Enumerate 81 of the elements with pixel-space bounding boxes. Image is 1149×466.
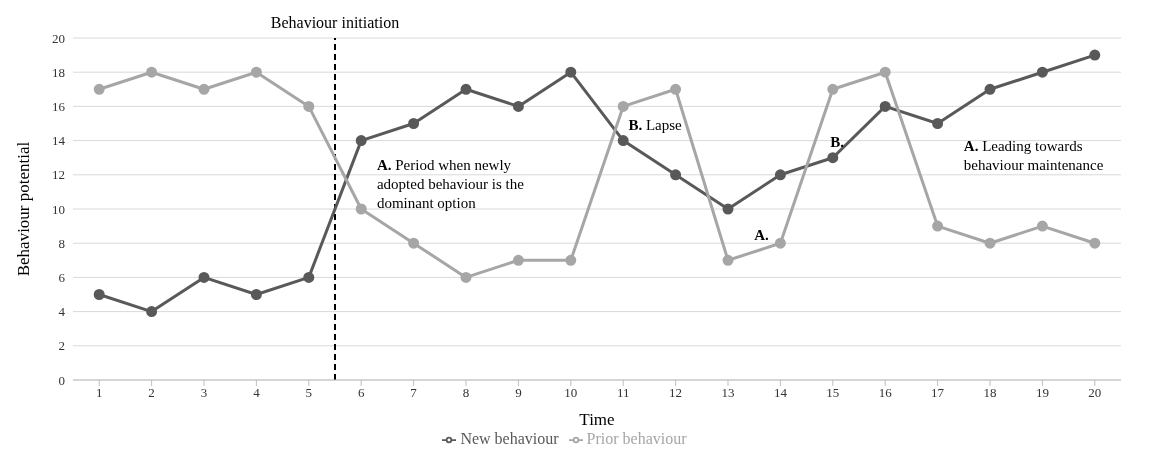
annotation: B. Lapse — [628, 117, 683, 134]
point — [408, 118, 420, 129]
point — [512, 100, 524, 112]
point — [984, 83, 996, 95]
y-tick-label: 20 — [52, 30, 65, 46]
x-tick-label: 9 — [515, 385, 522, 401]
y-tick-label: 10 — [52, 201, 65, 217]
x-tick-label: 8 — [462, 385, 470, 401]
point — [512, 254, 524, 266]
point — [303, 100, 315, 112]
y-axis-title: Behaviour potential — [14, 141, 34, 277]
x-tick-label: 18 — [983, 385, 997, 401]
y-tick-label: 16 — [52, 99, 66, 115]
x-tick-label: 5 — [305, 385, 313, 401]
annotation: B. — [830, 134, 845, 151]
point — [1036, 220, 1048, 232]
x-tick-label: 1 — [95, 385, 103, 401]
point — [408, 237, 420, 249]
x-tick-label: 19 — [1035, 385, 1049, 401]
x-tick-label: 10 — [564, 385, 578, 401]
y-tick-label: 8 — [58, 235, 65, 251]
x-tick-label: 15 — [826, 385, 840, 401]
point — [774, 169, 786, 181]
point — [670, 83, 682, 95]
point — [198, 83, 210, 95]
y-tick-label: 2 — [58, 338, 65, 354]
x-axis-title: Time — [579, 410, 615, 429]
point — [303, 271, 315, 283]
point — [617, 100, 629, 112]
point — [827, 83, 839, 95]
x-tick-label: 16 — [878, 385, 893, 401]
point — [1089, 49, 1101, 61]
point — [617, 135, 629, 147]
legend-label: Prior behaviour — [586, 430, 687, 447]
point — [722, 203, 734, 215]
x-tick-label: 13 — [721, 385, 735, 401]
point — [984, 237, 996, 249]
point — [1036, 66, 1048, 78]
point — [198, 271, 210, 283]
x-tick-label: 12 — [669, 385, 683, 401]
annotation: A. Period when newly adopted behaviour is the dominant option — [376, 156, 525, 211]
x-tick-label: 11 — [616, 385, 630, 401]
point — [827, 152, 839, 164]
x-tick-label: 4 — [253, 385, 261, 401]
y-tick-label: 0 — [58, 372, 65, 388]
point — [774, 237, 786, 249]
point — [355, 135, 367, 147]
point — [932, 118, 944, 129]
point — [1089, 237, 1101, 249]
x-tick-label: 7 — [410, 385, 418, 401]
point — [146, 306, 158, 318]
annotation: A. Leading towards behaviour maintenance — [963, 137, 1104, 173]
y-tick-label: 6 — [58, 270, 66, 286]
point — [460, 271, 472, 283]
x-tick-label: 6 — [357, 385, 365, 401]
point — [565, 254, 577, 266]
x-tick-label: 20 — [1088, 385, 1102, 401]
point — [670, 169, 682, 181]
point — [250, 66, 262, 78]
point — [565, 66, 577, 78]
y-tick-label: 14 — [52, 133, 66, 149]
ref-line-label: Behaviour initiation — [270, 14, 400, 31]
point — [460, 83, 472, 95]
x-tick-label: 14 — [773, 385, 788, 401]
point — [722, 254, 734, 266]
x-tick-label: 17 — [931, 385, 945, 401]
y-tick-label: 4 — [58, 304, 66, 320]
y-tick-label: 18 — [52, 64, 65, 80]
point — [879, 100, 891, 112]
point — [146, 66, 158, 78]
point — [250, 289, 262, 300]
y-tick-label: 12 — [52, 167, 65, 183]
point — [932, 220, 944, 232]
point — [879, 66, 891, 78]
x-tick-label: 3 — [200, 385, 208, 401]
annotation: A. — [754, 226, 770, 243]
point — [355, 203, 367, 215]
point — [93, 289, 105, 300]
legend-label: New behaviour — [460, 430, 559, 447]
point — [93, 83, 105, 95]
x-tick-label: 2 — [148, 385, 155, 401]
